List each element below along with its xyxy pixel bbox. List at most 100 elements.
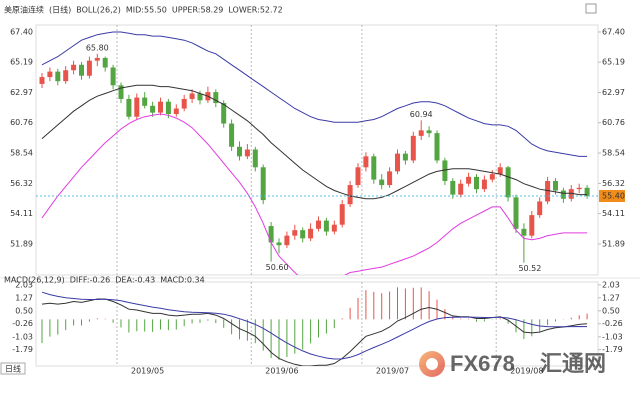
y-tick-label-right: 1.27	[602, 293, 620, 302]
candle-body	[110, 67, 116, 86]
candle-body	[221, 103, 227, 124]
candle-body	[363, 156, 369, 168]
candle-body	[39, 77, 45, 84]
candle-body	[537, 201, 543, 216]
candle-body	[134, 97, 140, 117]
y-tick-label: 0.50	[15, 306, 33, 315]
header-text: (日线)	[49, 5, 71, 15]
candle-body	[584, 187, 590, 196]
candle-body	[481, 179, 487, 190]
candle-body	[331, 224, 337, 232]
x-tick-label: 2019/07	[376, 367, 409, 376]
candle-body	[102, 57, 108, 68]
candle-body	[387, 171, 393, 186]
header-text: DEA:-0.43	[115, 276, 155, 285]
candle-body	[213, 92, 219, 104]
candle-body	[276, 242, 282, 246]
y-tick-label: 2.03	[15, 280, 33, 289]
candle-body	[268, 226, 274, 243]
y-tick-label: 67.40	[10, 27, 33, 36]
candle-body	[545, 180, 551, 202]
candle-body	[260, 167, 266, 201]
candle-body	[181, 98, 187, 109]
candle-body	[497, 167, 503, 175]
candle-body	[126, 98, 132, 117]
candle-body	[237, 146, 242, 157]
candle-body	[63, 70, 69, 82]
candle-body	[355, 167, 361, 186]
extreme-label: 65.80	[86, 43, 109, 52]
period-tab-label: 日线	[5, 364, 21, 374]
indicator-line	[41, 84, 588, 200]
x-tick-label: 2019/05	[131, 367, 164, 376]
last-price-box	[599, 189, 625, 202]
y-tick-label-right: -1.03	[602, 332, 623, 341]
header-text: MACD:0.34	[160, 276, 205, 285]
watermark-brand: FX678	[450, 351, 515, 376]
y-tick-label-right: 58.54	[602, 149, 625, 158]
y-tick-label-right: 51.89	[602, 239, 625, 248]
watermark: FX678 汇通网	[419, 351, 606, 377]
y-tick-label-right: 60.76	[602, 118, 625, 127]
candle-body	[521, 228, 527, 236]
y-tick-label: -1.03	[12, 332, 33, 341]
candle-body	[347, 185, 353, 205]
candle-body	[371, 156, 377, 180]
candle-body	[458, 183, 464, 195]
extreme-label: 50.52	[518, 264, 541, 273]
header-text: 美原油连续	[4, 5, 44, 15]
header-text: DIFF:-0.26	[70, 276, 111, 285]
header-text: MID:55.50	[126, 6, 167, 15]
candle-body	[513, 197, 519, 229]
candle-body	[418, 130, 424, 136]
candle-body	[197, 93, 203, 101]
candle-body	[505, 167, 511, 198]
candle-body	[450, 180, 456, 195]
candle-body	[410, 135, 416, 161]
candle-body	[189, 93, 195, 99]
y-tick-label-right: 0.50	[602, 306, 620, 315]
candle-body	[529, 215, 535, 236]
extreme-label: 60.94	[410, 110, 433, 119]
candle-body	[323, 220, 329, 232]
candle-body	[553, 180, 558, 191]
candle-body	[165, 101, 171, 114]
candle-body	[55, 71, 61, 82]
candle-body	[316, 220, 321, 229]
y-tick-label-right: 56.32	[602, 179, 625, 188]
candle-body	[292, 230, 298, 236]
candle-body	[300, 230, 306, 239]
candle-body	[47, 71, 53, 78]
candle-body	[284, 235, 290, 246]
watermark-name: 汇通网	[540, 352, 606, 377]
candle-body	[560, 190, 566, 199]
header-text: LOWER:52.72	[228, 6, 282, 15]
candle-body	[173, 108, 179, 114]
candle-body	[402, 153, 408, 161]
candle-body	[308, 228, 314, 239]
extreme-label: 50.60	[266, 263, 289, 272]
candle-body	[434, 133, 440, 161]
y-tick-label: -1.79	[12, 345, 33, 354]
header-text: MACD(26,12,9)	[4, 276, 65, 285]
candle-body	[142, 97, 148, 106]
period-tab[interactable]	[0, 362, 26, 375]
y-tick-label-right: -0.26	[602, 319, 623, 328]
candle-body	[94, 57, 100, 61]
candle-body	[568, 189, 574, 199]
y-tick-label: 51.89	[10, 239, 33, 248]
candle-body	[86, 60, 92, 76]
y-tick-label-right: 65.19	[602, 58, 625, 67]
y-tick-label: -0.26	[12, 319, 33, 328]
candle-body	[442, 160, 448, 181]
candle-body	[379, 179, 385, 186]
candle-body	[118, 85, 124, 99]
candle-body	[474, 176, 479, 190]
y-tick-label: 65.19	[10, 58, 33, 67]
candle-body	[158, 101, 163, 113]
candle-body	[71, 64, 77, 71]
candle-body	[489, 174, 495, 180]
settings-icon[interactable]	[585, 3, 597, 14]
candle-body	[426, 130, 432, 134]
